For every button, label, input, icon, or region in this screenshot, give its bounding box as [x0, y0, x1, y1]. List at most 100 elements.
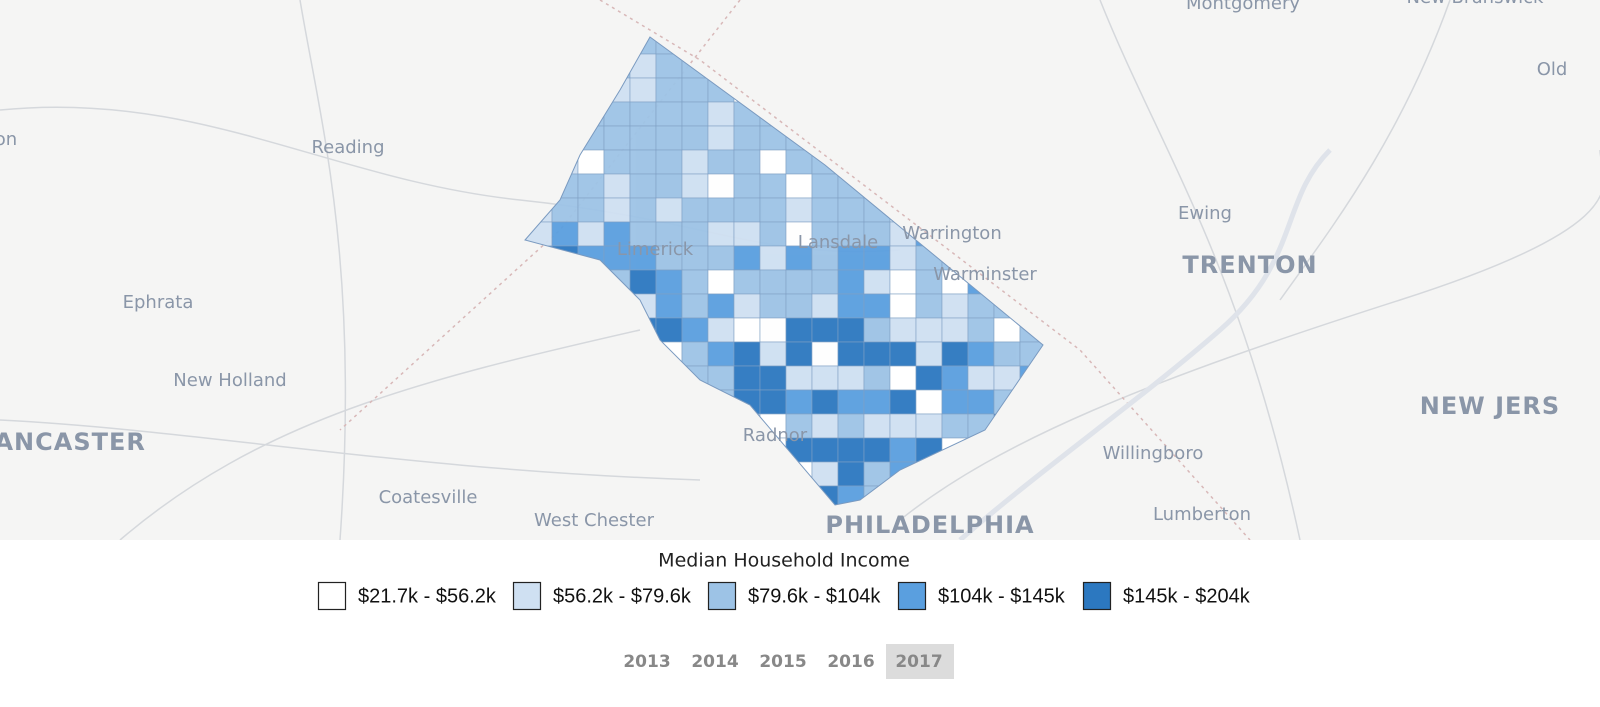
tract [733, 173, 761, 199]
tract [655, 197, 683, 223]
tract [759, 341, 787, 367]
tract [915, 293, 943, 319]
year-button[interactable]: 2013 [623, 652, 670, 672]
tract [681, 173, 709, 199]
legend-label: $145k - $204k [1123, 585, 1251, 607]
place-label: Lansdale [798, 232, 878, 253]
legend-swatch [1082, 581, 1112, 611]
tract [759, 173, 787, 199]
tract [681, 221, 709, 247]
tract [733, 125, 761, 151]
place-label: Limerick [617, 239, 694, 260]
tract [707, 125, 735, 151]
legend-swatch [897, 581, 927, 611]
tract [681, 197, 709, 223]
place-label: Ewing [1178, 203, 1232, 224]
tract [681, 149, 709, 175]
tract [967, 389, 995, 415]
place-label: TRENTON [1182, 251, 1317, 279]
tract [707, 173, 735, 199]
tract [889, 293, 917, 319]
tract [863, 365, 891, 391]
tract [603, 125, 631, 151]
tract [759, 293, 787, 319]
tract [837, 365, 865, 391]
tract [707, 197, 735, 223]
place-label: Reading [311, 137, 384, 158]
tract [837, 317, 865, 343]
tract [759, 365, 787, 391]
tract [967, 365, 995, 391]
place-label: Warminster [933, 264, 1037, 285]
tract [629, 125, 657, 151]
tract [811, 317, 839, 343]
tract [889, 365, 917, 391]
tract [863, 413, 891, 439]
place-label: PHILADELPHIA [825, 511, 1034, 539]
tract [889, 413, 917, 439]
tract [681, 245, 709, 271]
tract [629, 101, 657, 127]
tract [707, 149, 735, 175]
year-button[interactable]: 2015 [759, 652, 806, 672]
place-label: Warrington [902, 223, 1001, 244]
tract [811, 197, 839, 223]
tract [655, 245, 683, 271]
tract [915, 317, 943, 343]
tract [603, 149, 631, 175]
tract [707, 269, 735, 295]
place-label: Coatesville [379, 487, 478, 508]
tract [759, 245, 787, 271]
tract [707, 341, 735, 367]
tract [707, 245, 735, 271]
tract [941, 317, 969, 343]
tract [889, 317, 917, 343]
tract [785, 293, 813, 319]
tract [837, 389, 865, 415]
tract [681, 341, 709, 367]
tract [733, 149, 761, 175]
tract [785, 173, 813, 199]
place-label: Old [1537, 59, 1568, 80]
tract [889, 269, 917, 295]
tract [707, 293, 735, 319]
tract [889, 341, 917, 367]
place-label: Willingboro [1103, 443, 1204, 464]
year-button[interactable]: 2016 [827, 652, 874, 672]
place-label: New Brunswick [1407, 0, 1545, 8]
tract [629, 221, 657, 247]
tract [811, 437, 839, 463]
tract [707, 221, 735, 247]
tract [733, 317, 761, 343]
year-button[interactable]: 2014 [691, 652, 738, 672]
tract [655, 221, 683, 247]
tract [811, 269, 839, 295]
tract [629, 173, 657, 199]
year-button[interactable]: 2017 [895, 652, 942, 672]
tract [915, 269, 943, 295]
tract [681, 77, 709, 103]
river [958, 148, 1332, 542]
tract [811, 365, 839, 391]
tract [603, 245, 631, 271]
tract [837, 245, 865, 271]
tract [785, 221, 813, 247]
tract [811, 413, 839, 439]
tract [863, 341, 891, 367]
tract [863, 389, 891, 415]
tract [551, 221, 579, 247]
tract [681, 317, 709, 343]
tract [655, 149, 683, 175]
tract [837, 341, 865, 367]
tract [837, 197, 865, 223]
tract [811, 221, 839, 247]
tract [681, 293, 709, 319]
tract [837, 293, 865, 319]
tract [837, 437, 865, 463]
tract [681, 101, 709, 127]
legend-label: $56.2k - $79.6k [553, 585, 692, 607]
tract [577, 221, 605, 247]
tract [655, 101, 683, 127]
tract [785, 317, 813, 343]
tract [759, 149, 787, 175]
